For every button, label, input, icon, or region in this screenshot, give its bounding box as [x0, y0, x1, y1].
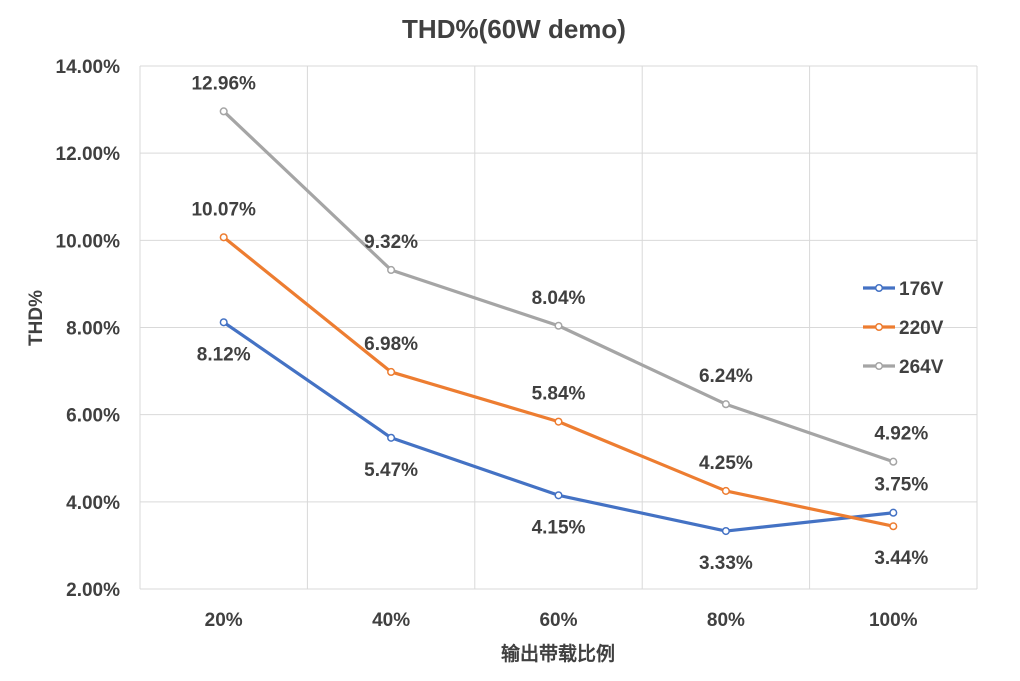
x-axis-title: 输出带载比例: [501, 642, 615, 665]
data-label-264V: 9.32%: [364, 232, 418, 253]
data-point-264V[interactable]: [219, 107, 228, 116]
data-point-176V[interactable]: [721, 526, 730, 536]
data-label-220V: 5.84%: [532, 384, 586, 405]
y-tick-label: 2.00%: [66, 580, 120, 601]
data-point-264V[interactable]: [889, 457, 898, 466]
x-axis-ticks: 20% 40% 60% 80% 100%: [205, 610, 918, 631]
data-point-220V[interactable]: [387, 367, 396, 377]
x-tick-label: 80%: [707, 610, 745, 631]
y-tick-label: 8.00%: [66, 319, 120, 340]
y-tick-label: 12.00%: [56, 144, 121, 165]
legend-label-176V[interactable]: 176V: [899, 279, 944, 300]
data-point-176V[interactable]: [219, 318, 228, 327]
data-label-176V: 8.12%: [197, 344, 251, 365]
x-tick-label: 60%: [539, 610, 577, 631]
data-point-176V[interactable]: [889, 508, 898, 517]
series-group: [219, 107, 898, 536]
x-tick-label: 40%: [372, 610, 410, 631]
legend[interactable]: 176V 220V 264V: [863, 279, 944, 378]
legend-label-220V[interactable]: 220V: [899, 318, 944, 339]
y-axis-title: THD%: [26, 290, 47, 346]
data-point-220V[interactable]: [721, 486, 730, 495]
series-line-220V: [222, 235, 895, 528]
data-point-264V[interactable]: [387, 265, 396, 275]
data-point-176V[interactable]: [387, 433, 396, 442]
data-label-176V: 3.75%: [874, 475, 928, 496]
y-tick-label: 14.00%: [56, 57, 121, 78]
data-label-176V: 4.15%: [532, 517, 586, 538]
data-label-264V: 4.92%: [874, 424, 928, 445]
data-label-176V: 5.47%: [364, 460, 418, 481]
legend-marker-220V: [874, 322, 884, 332]
data-point-176V[interactable]: [554, 491, 563, 500]
data-point-220V[interactable]: [554, 417, 563, 426]
y-axis-ticks: 2.00% 4.00% 6.00% 8.00% 10.00% 12.00% 14.00%: [56, 57, 121, 601]
data-label-176V: 3.33%: [699, 553, 753, 574]
legend-marker-264V: [874, 361, 884, 371]
data-point-220V[interactable]: [889, 522, 898, 531]
x-tick-label: 20%: [205, 610, 243, 631]
data-label-264V: 8.04%: [532, 288, 586, 309]
data-point-264V[interactable]: [721, 400, 730, 409]
data-point-220V[interactable]: [219, 233, 228, 242]
chart-title: THD%(60W demo): [402, 14, 626, 44]
data-label-220V: 10.07%: [191, 199, 256, 220]
data-label-264V: 6.24%: [699, 366, 753, 387]
data-label-220V: 6.98%: [364, 334, 418, 355]
y-tick-label: 10.00%: [56, 231, 121, 252]
legend-label-264V[interactable]: 264V: [899, 357, 944, 378]
x-tick-label: 100%: [869, 610, 918, 631]
data-label-220V: 3.44%: [874, 548, 928, 569]
data-point-264V[interactable]: [554, 321, 563, 330]
legend-marker-176V: [874, 283, 884, 293]
data-label-264V: 12.96%: [191, 73, 256, 94]
y-tick-label: 6.00%: [66, 406, 120, 427]
data-labels: 8.12% 5.47% 4.15% 3.33% 3.75% 10.07% 6.98% 5.84…: [191, 73, 928, 574]
series-line-264V: [222, 109, 895, 464]
grid: [139, 65, 978, 590]
y-tick-label: 4.00%: [66, 493, 120, 514]
data-label-220V: 4.25%: [699, 453, 753, 474]
